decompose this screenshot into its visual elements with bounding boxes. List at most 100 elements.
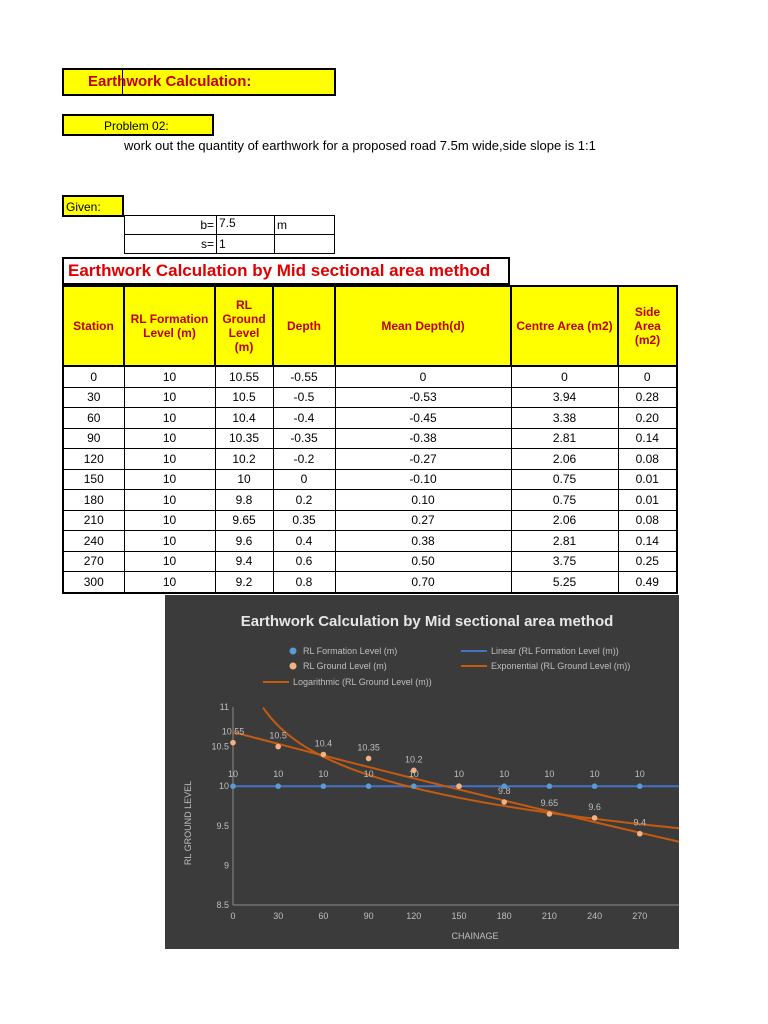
data-label: 10 (318, 769, 328, 779)
data-label: 10 (409, 769, 419, 779)
table-heading: Earthwork Calculation by Mid sectional a… (62, 257, 510, 285)
data-label: 10.5 (269, 731, 287, 741)
data-label: 10.35 (357, 742, 380, 752)
x-tick-label: 270 (632, 911, 647, 921)
chart-legend: RL Formation Level (m) RL Ground Level (m… (263, 646, 630, 687)
table-cell: 10 (123, 427, 216, 449)
table-cell: 10 (123, 489, 216, 511)
table-cell: 10.2 (214, 448, 274, 470)
table-body: 0 10 10.55 -0.55 0 0 0 30 10 10.5 -0.5 -0.53 3.94 0.2… (62, 365, 678, 593)
x-tick-label: 180 (497, 911, 512, 921)
table-cell: 10.55 (214, 365, 274, 388)
table-cell: 3.75 (510, 550, 619, 572)
table-cell: 9.65 (214, 509, 274, 531)
chart-title: Earthwork Calculation by Mid sectional a… (241, 613, 614, 630)
cell-divider (122, 69, 123, 96)
table-cell: 90 (62, 427, 125, 449)
legend-label: RL Formation Level (m) (303, 646, 397, 656)
x-tick-label: 120 (406, 911, 421, 921)
ground-point (411, 767, 417, 774)
table-cell: 0.27 (334, 509, 512, 531)
table-cell: 0.28 (617, 386, 678, 408)
given-unit: m (274, 215, 335, 235)
table-cell: 10 (123, 365, 216, 388)
table-cell: 3.94 (510, 386, 619, 408)
chart-svg: Earthwork Calculation by Mid sectional a… (183, 613, 679, 941)
ground-point (591, 815, 598, 821)
table-cell: 0.75 (510, 468, 619, 490)
title-box: Earthwork Calculation: (62, 68, 336, 96)
table-cell: 0.14 (617, 427, 678, 449)
data-label: 10.55 (222, 727, 245, 737)
table-cell: 5.25 (510, 571, 619, 593)
y-tick-label: 10.5 (211, 742, 229, 752)
table-cell: 0.49 (617, 571, 678, 593)
given-row: s= 1 (124, 234, 335, 254)
given-label-box: Given: (62, 195, 124, 217)
data-label: 9.4 (634, 818, 647, 828)
data-label: 10 (364, 769, 374, 779)
data-label: 10 (454, 769, 464, 779)
table-cell: 150 (62, 468, 125, 490)
table-cell: -0.10 (334, 468, 512, 490)
x-tick-label: 90 (364, 911, 374, 921)
table-row: 30 10 10.5 -0.5 -0.53 3.94 0.28 (62, 386, 678, 408)
table-cell: 10 (123, 386, 216, 408)
formation-point (275, 783, 281, 789)
table-cell: 10 (123, 571, 216, 593)
table-cell: 0.50 (334, 550, 512, 572)
header-cell: Centre Area (m2) (510, 285, 619, 367)
ground-point (365, 755, 372, 762)
problem-label-box: Problem 02: (62, 114, 214, 136)
legend-label: RL Ground Level (m) (303, 661, 387, 671)
table-cell: 10.4 (214, 407, 274, 429)
header-cell: Depth (272, 285, 336, 367)
ground-point (230, 739, 236, 746)
y-tick-label: 9.5 (216, 821, 229, 831)
table-cell: 0.8 (272, 571, 336, 593)
table-cell: 2.06 (510, 509, 619, 531)
table-title: Earthwork Calculation by Mid sectional a… (68, 261, 491, 280)
table-cell: 0 (62, 365, 125, 388)
data-label: 10 (228, 769, 238, 779)
table-cell: 180 (62, 489, 125, 511)
trendline-exponential (232, 731, 679, 843)
data-label: 9.65 (541, 798, 559, 808)
data-label: 9.6 (588, 802, 601, 812)
table-cell: 0.14 (617, 530, 678, 552)
page-title: Earthwork Calculation: (88, 73, 252, 90)
table-row: 180 10 9.8 0.2 0.10 0.75 0.01 (62, 489, 678, 511)
table-row: 300 10 9.2 0.8 0.70 5.25 0.49 (62, 571, 678, 593)
header-cell: Station (62, 285, 125, 367)
data-label: 10 (544, 769, 554, 779)
problem-label: Problem 02: (104, 119, 169, 133)
given-value: 1 (216, 234, 275, 254)
given-key: s= (124, 234, 217, 254)
legend-label: Linear (RL Formation Level (m)) (491, 646, 619, 656)
table-row: 150 10 10 0 -0.10 0.75 0.01 (62, 468, 678, 490)
header-cell: Side Area (m2) (617, 285, 678, 367)
table-cell: -0.5 (272, 386, 336, 408)
table-cell: 0.38 (334, 530, 512, 552)
table-cell: 0.6 (272, 550, 336, 572)
table-cell: 240 (62, 530, 125, 552)
table-cell: 270 (62, 550, 125, 572)
table-cell: 0.08 (617, 509, 678, 531)
table-cell: -0.45 (334, 407, 512, 429)
table-cell: 10 (123, 509, 216, 531)
table-cell: -0.4 (272, 407, 336, 429)
header-cell: RL Ground Level (m) (214, 285, 274, 367)
formation-point (637, 783, 643, 789)
ground-point (456, 783, 462, 789)
table-row: 90 10 10.35 -0.35 -0.38 2.81 0.14 (62, 427, 678, 449)
table-cell: -0.35 (272, 427, 336, 449)
given-unit (274, 234, 335, 254)
formation-point (501, 783, 508, 789)
table-cell: 9.4 (214, 550, 274, 572)
given-table: b= 7.5 m s= 1 (124, 215, 335, 254)
table-cell: 10.5 (214, 386, 274, 408)
table-cell: 10 (214, 468, 274, 490)
table-cell: -0.53 (334, 386, 512, 408)
table-cell: 10 (123, 407, 216, 429)
table-cell: -0.55 (272, 365, 336, 388)
